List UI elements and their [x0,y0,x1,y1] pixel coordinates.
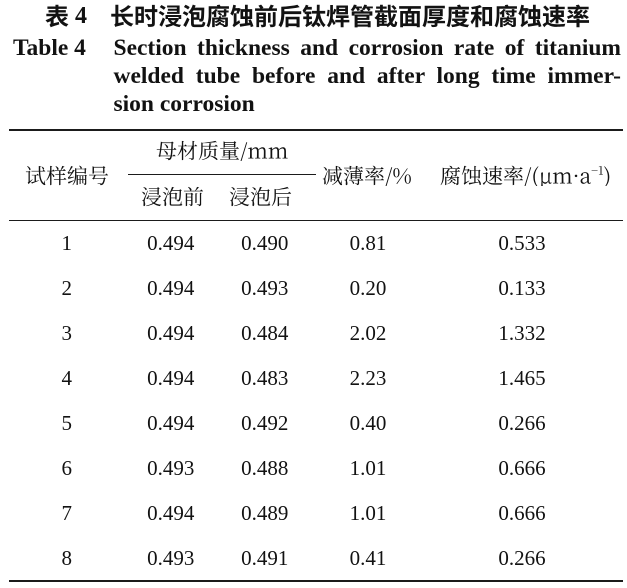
cell-r3-c4: 2.02 [349,321,387,345]
h_jianbo-glyphs-svg [322,165,411,186]
caption-en-line-3: sion corrosion [113,91,255,117]
biao-glyphs-svg [44,5,68,28]
cell-r5-c3: 0.492 [241,411,289,435]
table-caption-en-label: Table 4 [13,35,86,61]
cell-r6-c1: 6 [61,456,72,480]
header-corrosion-rate [440,165,611,186]
cell-r2-c3: 0.493 [241,276,289,300]
cell-r2-c4: 0.20 [349,276,387,300]
cell-r4-c5: 1.465 [498,366,546,390]
table-bottom-rule [9,580,623,583]
table-top-rule [9,129,623,132]
h_jinpaoqian-glyphs-svg [141,186,203,207]
table-caption-cn-number: 4 [75,3,87,30]
cell-r4-c3: 0.483 [241,366,289,390]
cell-r8-c1: 8 [61,546,72,570]
cell-r1-c1: 1 [61,231,72,255]
cell-r8-c5: 0.266 [498,546,546,570]
header-before-immersion [141,186,204,207]
cell-r1-c4: 0.81 [349,231,387,255]
cell-r3-c2: 0.494 [147,321,195,345]
cell-r7-c2: 0.494 [147,501,195,525]
cell-r6-c4: 1.01 [349,456,387,480]
cell-r5-c5: 0.266 [498,411,546,435]
cell-r4-c1: 4 [61,366,72,390]
caption-en-line-1: Section thickness and corrosion rate of … [113,35,622,61]
h_fushisulv-glyphs-svg [440,165,610,186]
cell-r7-c4: 1.01 [349,501,387,525]
cell-r8-c3: 0.491 [241,546,289,570]
cell-r4-c4: 2.23 [349,366,387,390]
header-sample-number [25,165,109,186]
group-header-rule [128,173,316,175]
cell-r7-c1: 7 [61,501,72,525]
table-caption-cn-text [110,4,590,28]
title_cn-glyphs-svg [111,4,590,28]
cell-r5-c4: 0.40 [349,411,387,435]
cell-r5-c1: 5 [61,411,72,435]
header-base-material-thickness [156,140,288,161]
cell-r7-c3: 0.489 [241,501,289,525]
h_jinpaohou-glyphs-svg [229,186,292,207]
cell-r1-c5: 0.533 [498,231,546,255]
header-thinning-rate [322,165,412,186]
cell-r2-c5: 0.133 [498,276,546,300]
cell-r3-c5: 1.332 [498,321,546,345]
cell-r2-c1: 2 [61,276,72,300]
cell-r3-c3: 0.484 [241,321,289,345]
cell-r1-c2: 0.494 [147,231,195,255]
cell-r1-c3: 0.490 [241,231,289,255]
caption-en-line-2: welded tube before and after long time i… [113,63,622,89]
table-caption-cn-label [44,4,69,28]
cell-r8-c2: 0.493 [147,546,195,570]
cell-r6-c3: 0.488 [241,456,289,480]
cell-r2-c2: 0.494 [147,276,195,300]
table-caption-en: Section thickness and corrosion rate of … [114,34,622,118]
cell-r8-c4: 0.41 [349,546,387,570]
header-bottom-rule [9,219,623,222]
cell-r3-c1: 3 [61,321,72,345]
cell-r6-c2: 0.493 [147,456,195,480]
cell-r5-c2: 0.494 [147,411,195,435]
h_shiyang-glyphs-svg [25,165,108,186]
cell-r4-c2: 0.494 [147,366,195,390]
header-after-immersion [229,186,292,207]
h_mucai-glyphs-svg [156,140,288,161]
cell-r7-c5: 0.666 [498,501,546,525]
cell-r6-c5: 0.666 [498,456,546,480]
